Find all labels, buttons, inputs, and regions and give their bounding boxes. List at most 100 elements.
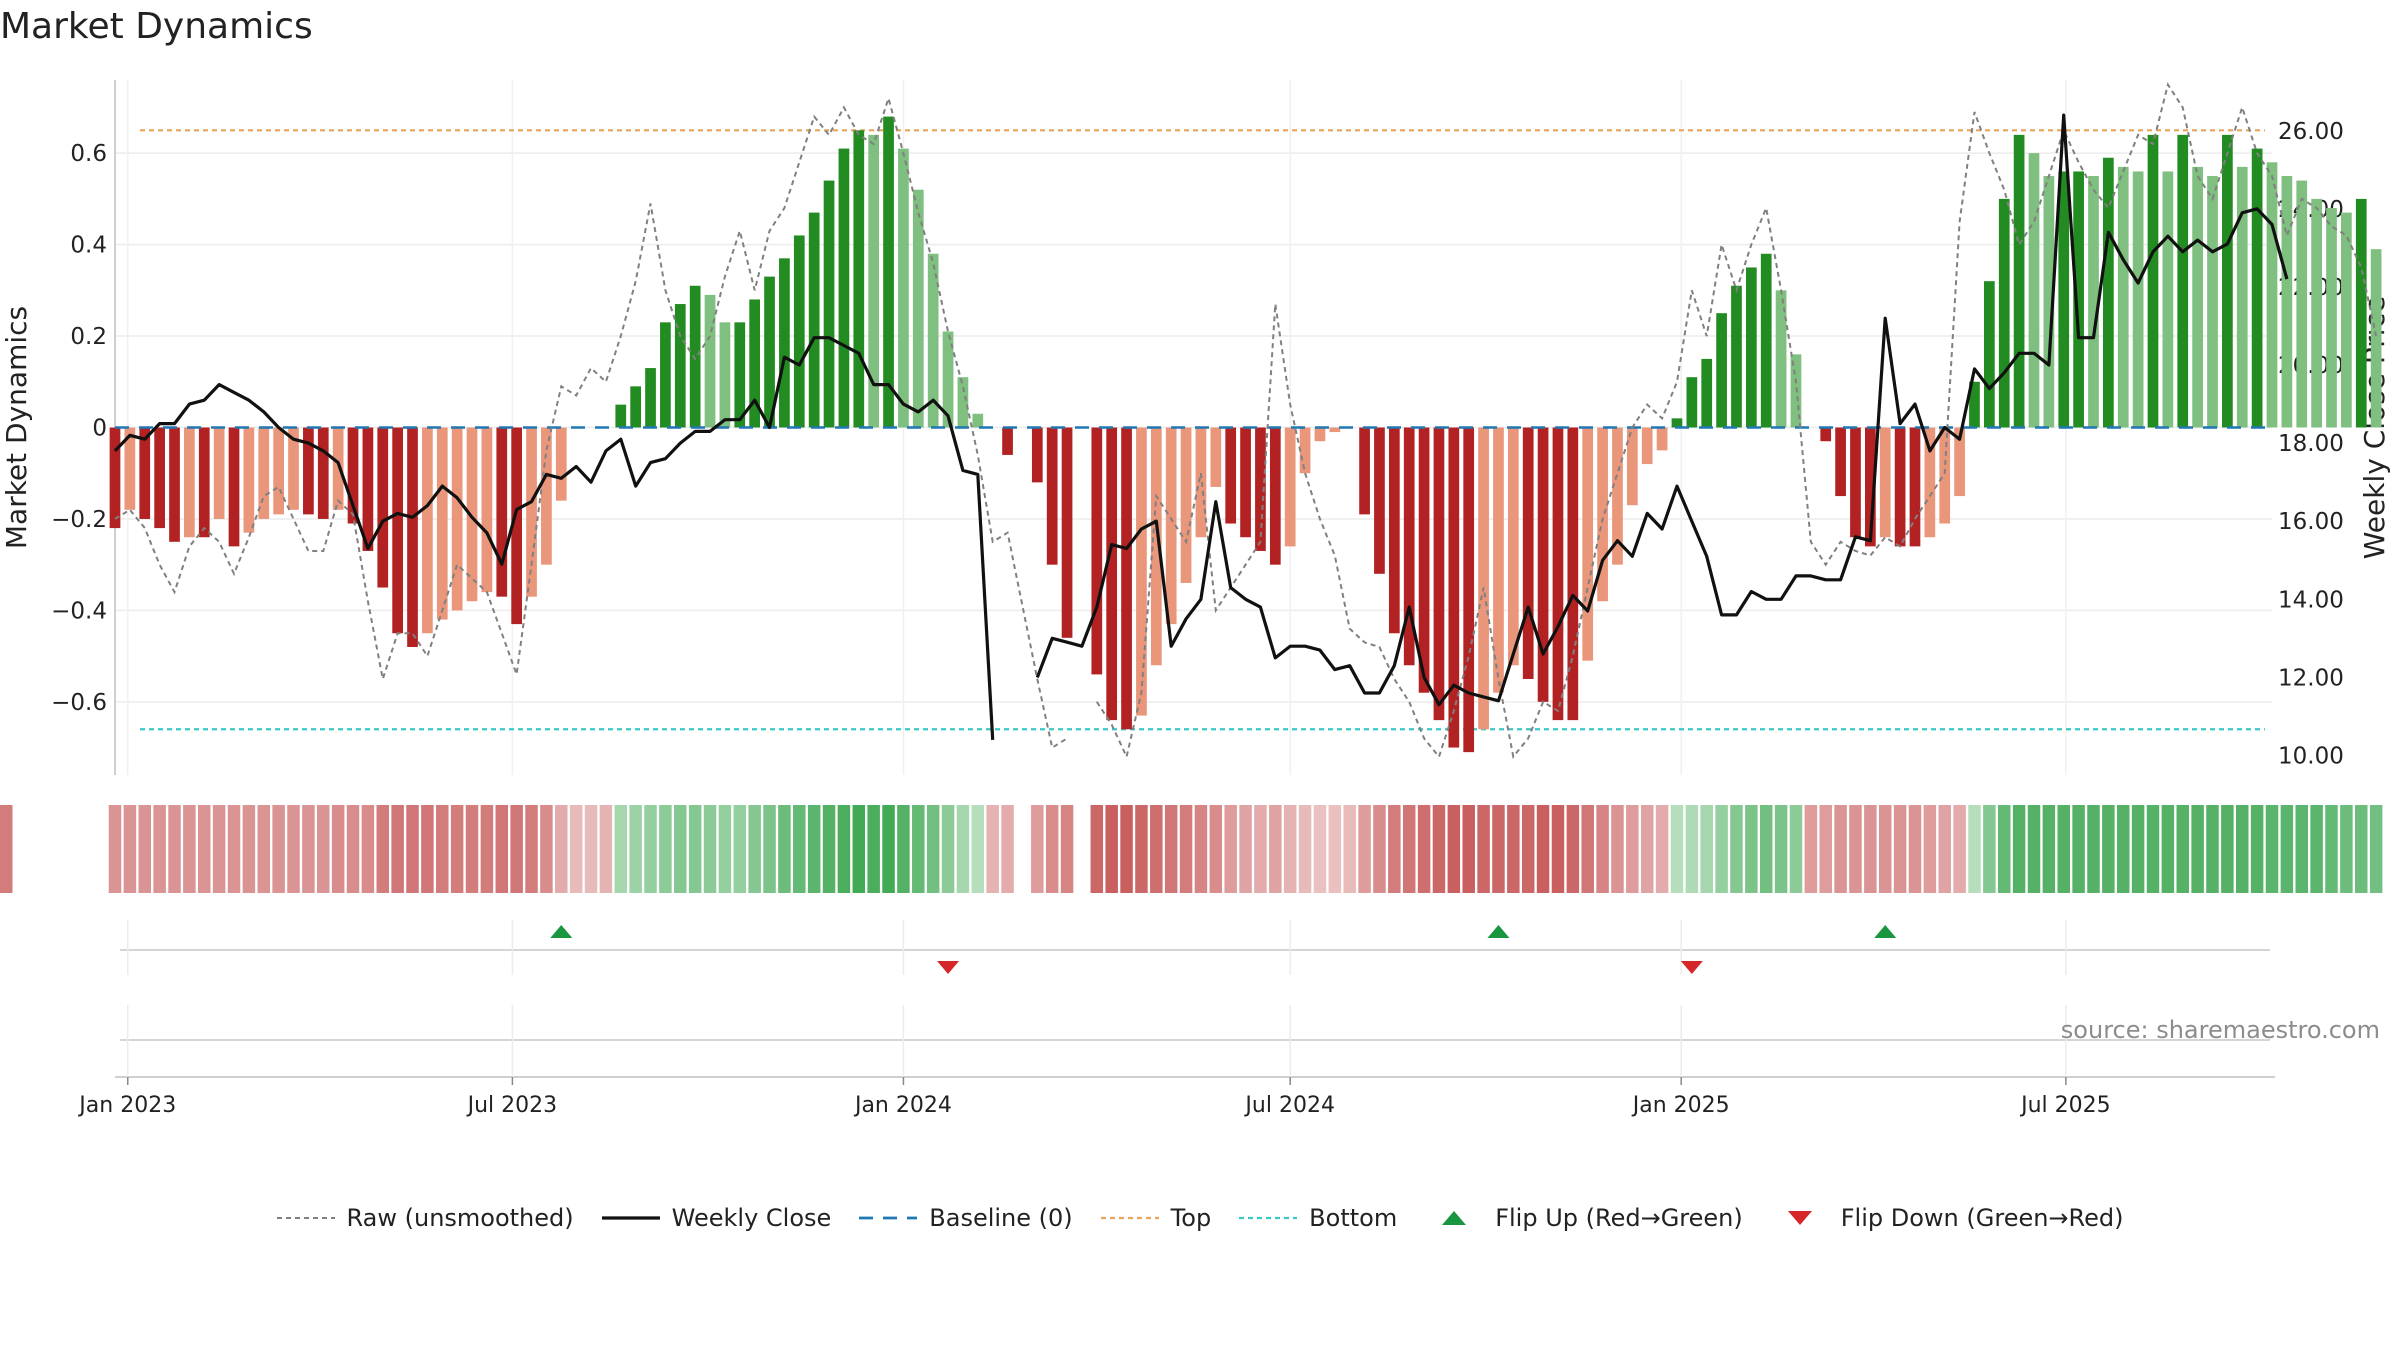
regime-cell <box>1001 805 1014 893</box>
dynamics-bar <box>243 427 255 533</box>
dynamics-bars <box>109 116 2382 753</box>
dynamics-bar <box>139 427 151 519</box>
regime-cell <box>2161 805 2175 893</box>
regime-cell <box>1745 805 1758 893</box>
regime-cell <box>2072 805 2085 893</box>
regime-cell <box>1938 805 1951 893</box>
flip-down-marker <box>1680 961 1703 974</box>
dynamics-bar <box>526 427 537 597</box>
regime-cell <box>2221 805 2234 893</box>
dynamics-bar <box>1686 377 1698 428</box>
regime-cell <box>376 805 390 893</box>
regime-cell <box>510 805 523 893</box>
regime-cell <box>644 805 657 893</box>
dynamics-bar <box>2058 171 2070 428</box>
regime-cell <box>2325 805 2338 893</box>
regime-cell <box>1328 805 1342 893</box>
regime-cell <box>183 805 196 893</box>
dynamics-bar <box>1299 427 1311 474</box>
dynamics-bar <box>972 413 984 428</box>
dynamics-bar <box>2162 171 2174 428</box>
regime-cell <box>1908 805 1922 893</box>
dynamics-bar <box>883 116 894 428</box>
raw-series-line <box>114 82 2378 760</box>
regime-cell <box>1402 805 1416 893</box>
regime-cell <box>1432 805 1446 893</box>
dynamics-bar <box>1463 427 1475 753</box>
regime-cell <box>2310 805 2323 893</box>
dynamics-bar <box>466 427 478 602</box>
dynamics-bar <box>1641 427 1653 465</box>
market-dynamics-chart: −0.6 −0.4 −0.2 0 0.2 0.4 0.6 10.00 12.00 14.00 16.… <box>0 80 2391 1118</box>
dynamics-bar <box>2370 249 2382 428</box>
legend: Raw (unsmoothed) Weekly Close Baseline (0)… <box>0 1204 2400 1232</box>
regime-cell <box>688 805 702 893</box>
regime-cell <box>2042 805 2056 893</box>
dynamics-bar <box>362 427 374 551</box>
legend-item-bottom: Bottom <box>1239 1204 1397 1232</box>
regime-cell <box>1269 805 1282 893</box>
regime-cell <box>703 805 717 893</box>
regime-cell <box>1640 805 1654 893</box>
regime-cell <box>748 805 761 893</box>
y-tick-label: −0.4 <box>51 598 107 624</box>
regime-cell <box>302 805 315 893</box>
regime-cell <box>1477 805 1490 893</box>
dynamics-bar <box>2132 171 2144 428</box>
dynamics-bar <box>1225 427 1237 524</box>
regime-cell <box>480 805 494 893</box>
flip-markers <box>120 920 2270 975</box>
regime-cell <box>1730 805 1743 893</box>
regime-cell <box>1774 805 1788 893</box>
y2-tick-label: 10.00 <box>2278 743 2344 769</box>
legend-item-flip-up: Flip Up (Red→Green) <box>1425 1204 1743 1232</box>
regime-cell <box>1596 805 1609 893</box>
dynamics-bar <box>1656 427 1668 451</box>
x-axis: Jan 2023 Jul 2023 Jan 2024 Jul 2024 Jan 2025… <box>77 1005 2275 1118</box>
dynamics-bar <box>823 180 835 428</box>
legend-item-top: Top <box>1100 1204 1211 1232</box>
regime-cell <box>421 805 434 893</box>
dynamics-bar <box>1418 427 1430 693</box>
regime-cell <box>1373 805 1386 893</box>
regime-cell <box>450 805 464 893</box>
regime-cell <box>436 805 449 893</box>
regime-cell <box>1536 805 1550 893</box>
dynamics-bar <box>1582 427 1594 661</box>
dynamics-bar <box>481 427 493 593</box>
legend-swatch <box>1787 1211 1812 1225</box>
regime-cell <box>1849 805 1862 893</box>
regime-cell <box>2116 805 2130 893</box>
dynamics-bar <box>1760 253 1772 428</box>
regime-cell <box>1388 805 1401 893</box>
y-axis-title: Market Dynamics <box>0 306 33 549</box>
legend-item-close: Weekly Close <box>601 1204 831 1232</box>
regime-cell <box>1507 805 1520 893</box>
dynamics-bar <box>1537 427 1549 702</box>
x-tick-label: Jul 2024 <box>1243 1093 1335 1118</box>
dynamics-bar <box>1775 290 1787 428</box>
dynamics-bar <box>1597 427 1608 602</box>
dynamics-bar <box>1240 427 1251 538</box>
x-tick-label: Jan 2023 <box>77 1093 176 1118</box>
dynamics-bar <box>2028 153 2040 428</box>
dynamics-bar <box>1448 427 1460 748</box>
dynamics-bar <box>1284 427 1296 547</box>
dynamics-bar <box>1716 313 1727 428</box>
dynamics-bar <box>288 427 299 510</box>
regime-cell <box>1923 805 1937 893</box>
regime-cell <box>1804 805 1818 893</box>
regime-cell <box>465 805 479 893</box>
regime-cell <box>287 805 300 893</box>
regime-cell <box>1313 805 1327 893</box>
legend-item-flip-down: Flip Down (Green→Red) <box>1771 1204 2124 1232</box>
dynamics-bar <box>2326 208 2337 428</box>
dynamics-bar <box>1626 427 1638 506</box>
dynamics-bar <box>853 130 865 428</box>
dynamics-bar <box>1314 427 1326 442</box>
regime-cell <box>1343 805 1356 893</box>
regime-cell <box>778 805 791 893</box>
regime-cell <box>1120 805 1133 893</box>
dynamics-bar <box>719 322 731 428</box>
regime-cell <box>2206 805 2219 893</box>
